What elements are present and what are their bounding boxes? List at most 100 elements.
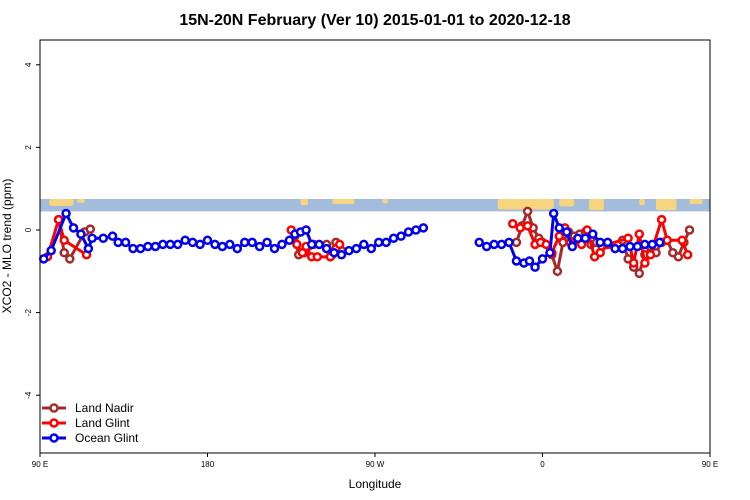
data-point <box>396 231 406 241</box>
data-point <box>588 229 598 239</box>
data-point <box>537 254 548 264</box>
data-point <box>522 206 533 217</box>
land-mass <box>332 199 355 204</box>
data-point <box>301 225 311 235</box>
chart-title: 15N-20N February (Ver 10) 2015-01-01 to … <box>179 12 570 29</box>
data-point <box>172 239 183 250</box>
data-point <box>617 243 628 254</box>
data-point <box>187 237 198 248</box>
data-point <box>647 239 658 250</box>
data-point <box>65 254 75 264</box>
data-point <box>554 223 564 233</box>
data-point <box>511 237 522 248</box>
x-axis-label: Longitude <box>349 477 402 491</box>
data-point <box>682 250 693 260</box>
data-point <box>515 223 525 233</box>
y-axis-label: XCO2 - MLO trend (ppm) <box>0 179 14 314</box>
land-mass <box>639 199 645 206</box>
y-tick-label: -2 <box>24 308 33 316</box>
data-point <box>548 208 559 219</box>
y-tick-label: -4 <box>24 391 33 399</box>
data-point <box>321 243 332 254</box>
x-tick-label: 90 E <box>32 460 48 469</box>
axes: 90 E 180 90 W 0 90 E -4 -2 0 2 4 <box>24 62 718 469</box>
data-point <box>262 237 272 248</box>
data-point <box>496 239 507 250</box>
data-point <box>359 239 369 250</box>
legend-item: Land Glint <box>42 416 130 430</box>
data-point <box>195 239 205 250</box>
data-point <box>306 239 317 250</box>
data-point <box>128 243 138 254</box>
y-tick-label: 4 <box>24 62 33 67</box>
legend-marker <box>49 403 59 413</box>
data-point <box>158 239 168 250</box>
data-point <box>150 241 161 252</box>
data-point <box>59 247 69 258</box>
data-point <box>254 241 265 252</box>
legend-item: Land Nadir <box>42 401 134 415</box>
data-point <box>632 241 643 252</box>
data-point <box>634 268 645 279</box>
data-point <box>61 208 71 219</box>
legend-label: Land Glint <box>75 416 130 430</box>
data-point <box>239 237 250 248</box>
data-point <box>284 235 295 246</box>
map-band <box>40 199 710 212</box>
data-point <box>107 231 118 241</box>
ocean-strip <box>40 199 710 212</box>
data-point <box>522 221 533 231</box>
data-point <box>403 227 414 237</box>
land-mass <box>656 199 677 211</box>
data-point <box>411 225 421 235</box>
data-point <box>344 245 354 256</box>
data-point <box>59 235 69 246</box>
data-point <box>165 239 176 250</box>
land-mass <box>559 199 575 207</box>
y-tick-label: 0 <box>24 227 33 232</box>
y-tick-label: 2 <box>24 145 33 150</box>
legend-marker <box>49 433 59 443</box>
series-ocean-glint <box>38 208 665 272</box>
land-mass <box>49 199 74 206</box>
data-point <box>217 241 228 252</box>
data-point <box>595 247 605 258</box>
data-point <box>76 229 86 239</box>
land-mass <box>77 199 85 203</box>
data-point <box>610 243 620 254</box>
data-point <box>232 243 243 254</box>
series-line <box>46 214 88 258</box>
data-point <box>418 223 429 233</box>
data-point <box>277 239 287 250</box>
data-point <box>68 223 79 233</box>
data-point <box>673 252 684 262</box>
data-point <box>381 237 391 248</box>
data-point <box>225 239 235 250</box>
data-point <box>541 239 551 250</box>
data-point <box>314 239 324 250</box>
data-point <box>336 250 347 260</box>
x-tick-label: 90 E <box>702 460 718 469</box>
x-tick-label: 0 <box>540 460 545 469</box>
data-point <box>85 224 95 234</box>
land-mass <box>300 199 308 206</box>
data-point <box>561 227 572 237</box>
data-point <box>87 233 97 243</box>
data-point <box>366 243 377 254</box>
data-point <box>640 258 650 268</box>
data-point <box>602 237 613 248</box>
data-point <box>247 237 257 248</box>
data-point <box>474 237 484 248</box>
data-point <box>634 229 645 239</box>
data-point <box>530 262 540 272</box>
data-point <box>595 237 605 248</box>
data-point <box>373 237 384 248</box>
data-point <box>269 243 280 254</box>
data-point <box>662 235 672 246</box>
data-point <box>655 237 665 248</box>
land-mass <box>689 199 703 204</box>
data-point <box>351 243 362 254</box>
data-point <box>38 254 49 264</box>
data-point <box>312 252 323 262</box>
